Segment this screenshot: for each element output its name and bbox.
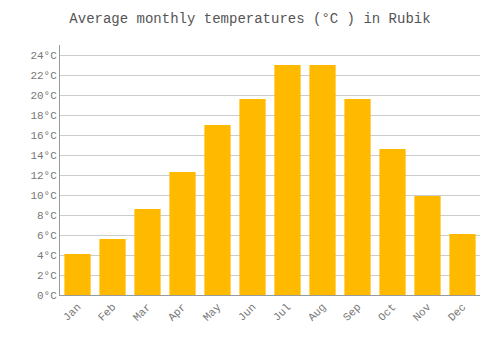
- svg-text:Aug: Aug: [306, 301, 328, 323]
- svg-text:2°C: 2°C: [37, 270, 57, 282]
- svg-text:6°C: 6°C: [37, 230, 57, 242]
- svg-text:10°C: 10°C: [30, 190, 57, 202]
- svg-text:18°C: 18°C: [30, 110, 57, 122]
- svg-text:22°C: 22°C: [30, 70, 57, 82]
- svg-text:24°C: 24°C: [30, 50, 57, 62]
- svg-text:Feb: Feb: [96, 301, 118, 323]
- svg-text:0°C: 0°C: [37, 290, 57, 302]
- svg-text:20°C: 20°C: [30, 90, 57, 102]
- svg-text:Average monthly temperatures (: Average monthly temperatures (°C ) in Ru…: [69, 11, 430, 27]
- svg-text:Oct: Oct: [376, 301, 398, 323]
- svg-text:Jul: Jul: [271, 301, 293, 323]
- svg-text:12°C: 12°C: [30, 170, 57, 182]
- svg-text:Sep: Sep: [341, 301, 363, 323]
- svg-text:Apr: Apr: [166, 301, 188, 323]
- svg-text:May: May: [201, 301, 224, 324]
- svg-text:14°C: 14°C: [30, 150, 57, 162]
- svg-text:Jan: Jan: [61, 301, 83, 323]
- svg-text:Mar: Mar: [131, 301, 153, 323]
- svg-text:Dec: Dec: [446, 301, 468, 323]
- svg-text:Nov: Nov: [411, 301, 434, 324]
- svg-text:4°C: 4°C: [37, 250, 57, 262]
- svg-text:Jun: Jun: [236, 301, 258, 323]
- svg-text:8°C: 8°C: [37, 210, 57, 222]
- svg-text:16°C: 16°C: [30, 130, 57, 142]
